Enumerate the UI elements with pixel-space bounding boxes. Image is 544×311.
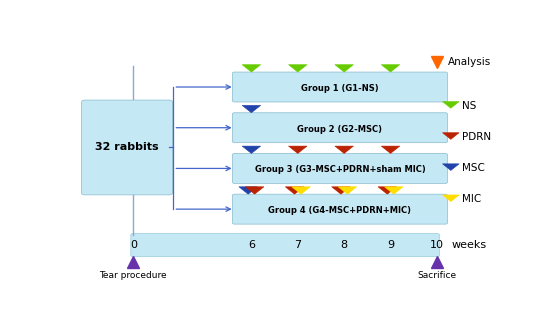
Polygon shape (239, 187, 257, 194)
Text: Group 1 (G1-NS): Group 1 (G1-NS) (301, 84, 379, 93)
FancyBboxPatch shape (232, 194, 448, 224)
Polygon shape (285, 187, 304, 194)
FancyBboxPatch shape (232, 153, 448, 183)
Text: 9: 9 (387, 240, 394, 250)
Polygon shape (332, 187, 350, 194)
Polygon shape (442, 164, 459, 170)
Polygon shape (292, 187, 310, 194)
Text: MSC: MSC (462, 163, 485, 173)
Polygon shape (338, 187, 357, 194)
Text: Group 3 (G3-MSC+PDRN+sham MIC): Group 3 (G3-MSC+PDRN+sham MIC) (255, 165, 425, 174)
Text: 10: 10 (430, 240, 444, 250)
FancyBboxPatch shape (131, 234, 440, 257)
Polygon shape (442, 195, 459, 202)
Text: Analysis: Analysis (448, 57, 491, 67)
Text: MIC: MIC (462, 194, 481, 204)
Text: Tear procedure: Tear procedure (100, 271, 167, 280)
Polygon shape (288, 146, 307, 153)
Text: 32 rabbits: 32 rabbits (95, 142, 159, 152)
Text: PDRN: PDRN (462, 132, 491, 142)
Polygon shape (335, 65, 354, 72)
Polygon shape (381, 65, 400, 72)
Text: weeks: weeks (452, 240, 487, 250)
Polygon shape (335, 146, 354, 153)
Polygon shape (442, 133, 459, 139)
Text: 6: 6 (248, 240, 255, 250)
FancyBboxPatch shape (232, 72, 448, 102)
Polygon shape (442, 102, 459, 108)
FancyBboxPatch shape (232, 113, 448, 143)
Polygon shape (385, 187, 403, 194)
Text: Sacrifice: Sacrifice (417, 271, 456, 280)
Text: NS: NS (462, 100, 477, 111)
Polygon shape (245, 187, 264, 194)
Text: 8: 8 (341, 240, 348, 250)
Text: Group 2 (G2-MSC): Group 2 (G2-MSC) (298, 125, 382, 134)
Text: 7: 7 (294, 240, 301, 250)
Text: 0: 0 (130, 240, 137, 250)
Polygon shape (242, 146, 261, 153)
Polygon shape (242, 65, 261, 72)
Polygon shape (242, 105, 261, 113)
Polygon shape (288, 65, 307, 72)
Text: Group 4 (G4-MSC+PDRN+MIC): Group 4 (G4-MSC+PDRN+MIC) (268, 206, 411, 215)
Polygon shape (381, 146, 400, 153)
FancyBboxPatch shape (82, 100, 172, 195)
Polygon shape (378, 187, 397, 194)
